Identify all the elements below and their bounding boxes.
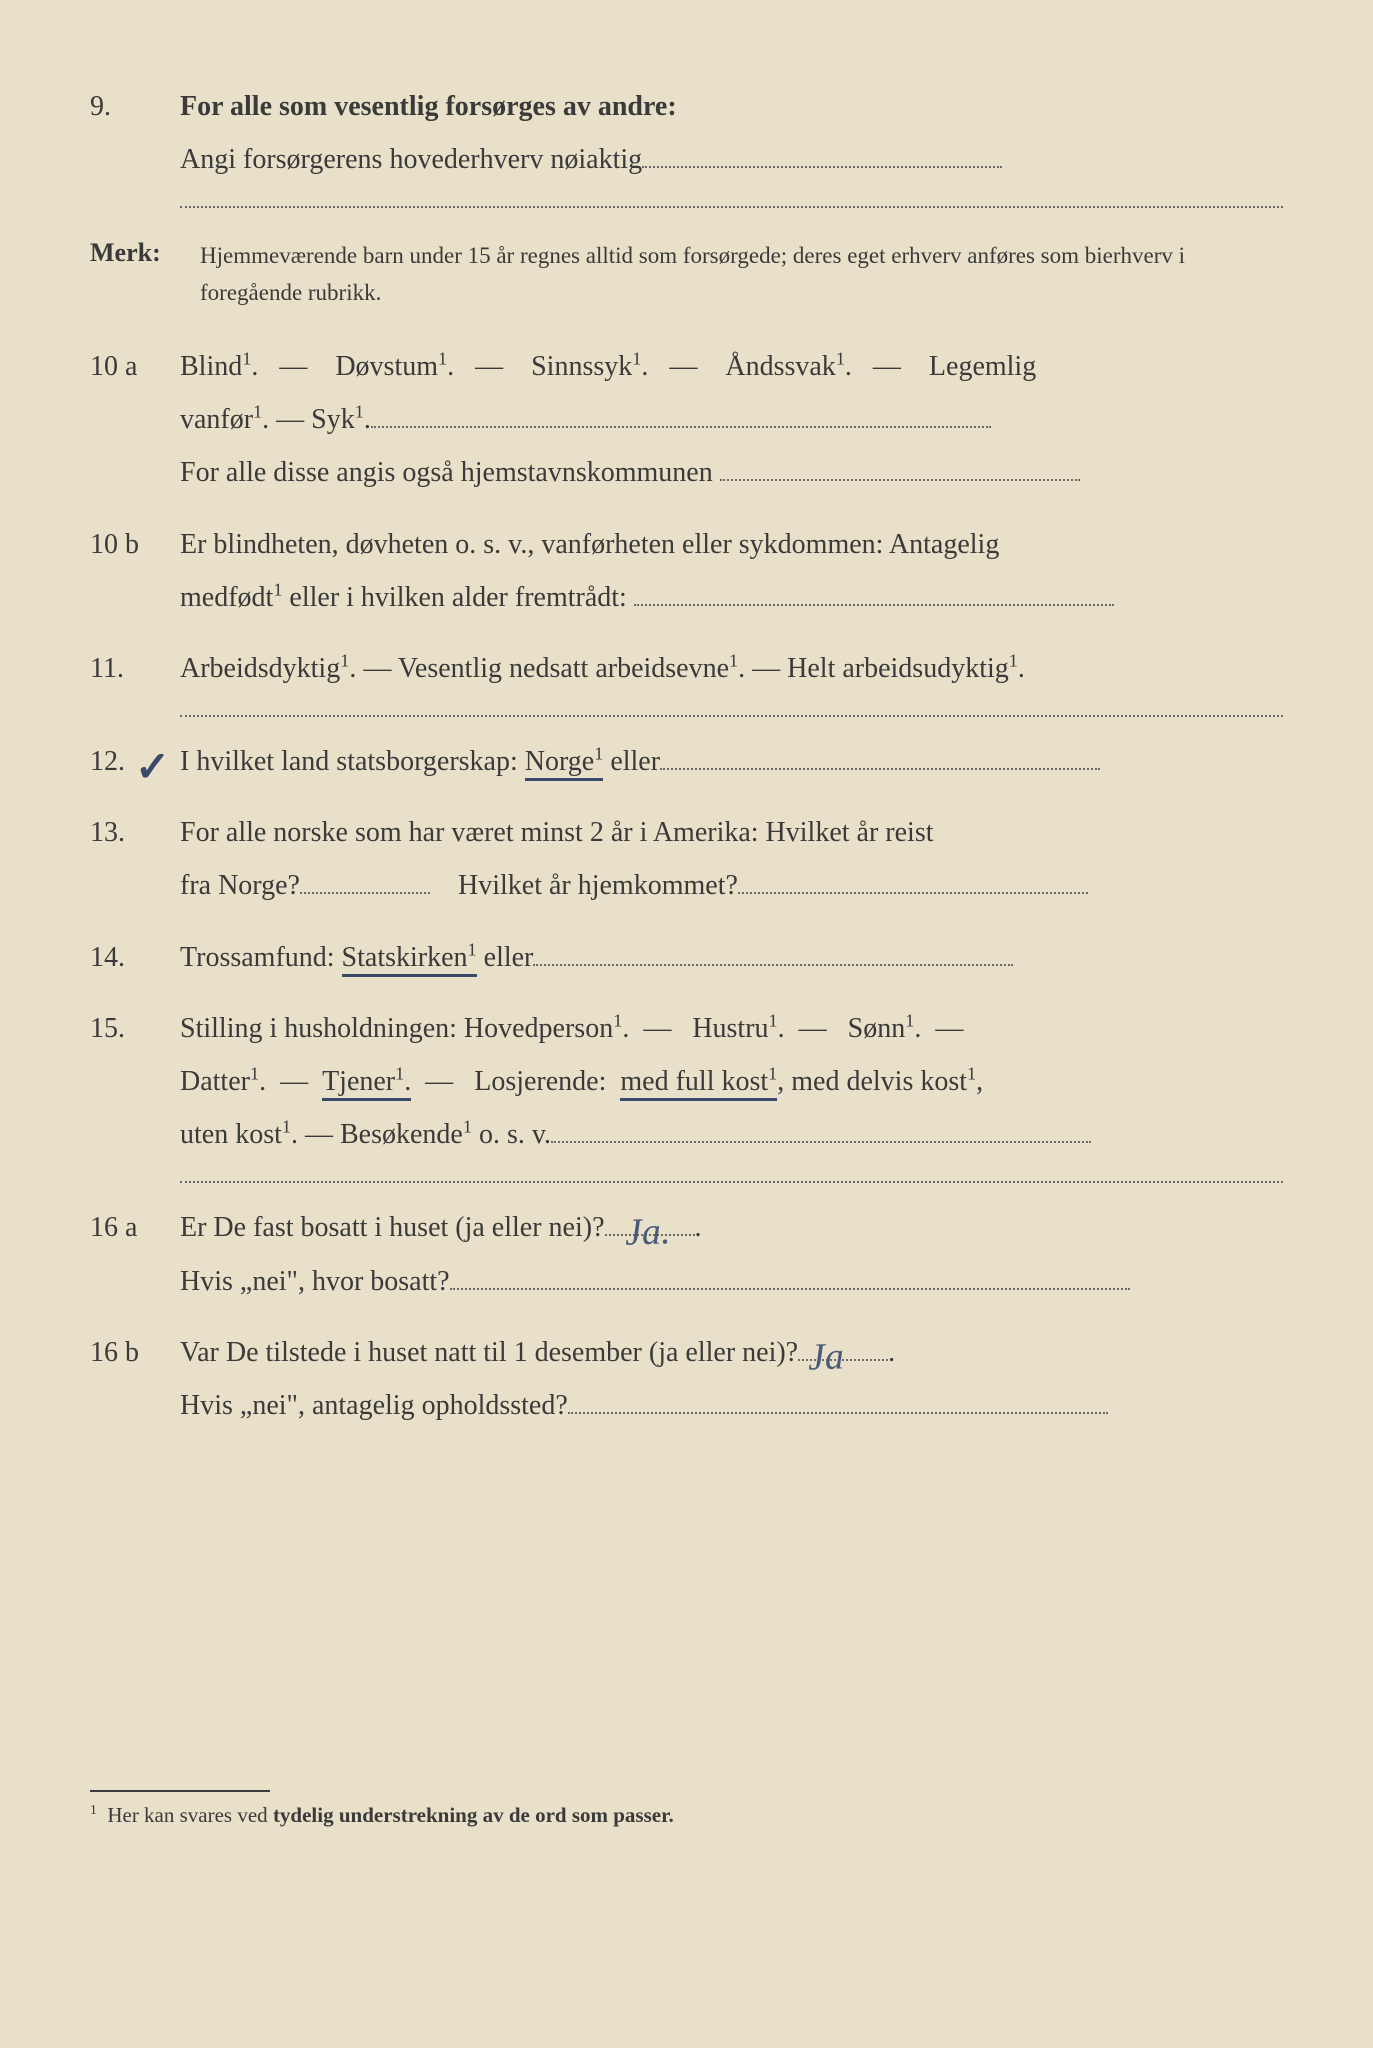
q15-delvis: med delvis kost — [791, 1066, 967, 1097]
q15-los: Losjerende: — [474, 1066, 606, 1097]
document-page: 9. For alle som vesentlig forsørges av a… — [0, 0, 1373, 2048]
question-10a: 10 a Blind1. — Døvstum1. — Sinnssyk1. — … — [90, 340, 1283, 500]
q13-number: 13. — [90, 806, 180, 912]
question-14: 14. Trossamfund: Statskirken1 eller — [90, 931, 1283, 984]
question-12: ✓ 12. I hvilket land statsborgerskap: No… — [90, 735, 1283, 788]
q12-t1: I hvilket land statsborgerskap: — [180, 746, 525, 777]
q13-l2a: fra Norge? — [180, 870, 300, 901]
q12-underlined: Norge — [525, 746, 594, 777]
q16a-answer: Ja. — [623, 1196, 671, 1270]
q12-checkmark: ✓ — [135, 729, 170, 809]
q10b-content: Er blindheten, døvheten o. s. v., vanfør… — [180, 518, 1283, 624]
question-16b: 16 b Var De tilstede i huset natt til 1 … — [90, 1326, 1283, 1432]
merk-label: Merk: — [90, 238, 200, 312]
q10a-number: 10 a — [90, 340, 180, 500]
q15-hustru: Hustru — [692, 1013, 768, 1044]
q15-osv: o. s. v. — [472, 1119, 551, 1150]
question-10b: 10 b Er blindheten, døvheten o. s. v., v… — [90, 518, 1283, 624]
q11-content: Arbeidsdyktig1. — Vesentlig nedsatt arbe… — [180, 642, 1283, 717]
q14-number: 14. — [90, 931, 180, 984]
q11-opt3: Helt arbeidsudyktig — [787, 653, 1009, 684]
q15-besok: Besøkende — [340, 1119, 463, 1150]
q16a-l1: Er De fast bosatt i huset (ja eller nei)… — [180, 1212, 605, 1243]
q16b-answer: Ja — [807, 1320, 845, 1393]
footnote-text-b: tydelig understrekning av de ord som pas… — [273, 1803, 674, 1827]
q11-opt1: Arbeidsdyktig — [180, 653, 340, 684]
q10b-l1: Er blindheten, døvheten o. s. v., vanfør… — [180, 529, 999, 560]
q14-t2: eller — [477, 942, 534, 973]
q15-medfull: med full kost — [620, 1066, 768, 1097]
q15-content: Stilling i husholdningen: Hovedperson1. … — [180, 1002, 1283, 1184]
q13-content: For alle norske som har været minst 2 år… — [180, 806, 1283, 912]
footnote-separator — [90, 1790, 270, 1792]
question-9: 9. For alle som vesentlig forsørges av a… — [90, 80, 1283, 208]
q10a-content: Blind1. — Døvstum1. — Sinnssyk1. — Åndss… — [180, 340, 1283, 500]
merk-note: Merk: Hjemmeværende barn under 15 år reg… — [90, 238, 1283, 312]
footnote-num: 1 — [90, 1802, 97, 1817]
q10a-opt3: Sinnssyk — [531, 351, 632, 382]
q14-underlined: Statskirken — [342, 942, 468, 973]
q13-l2b: Hvilket år hjemkommet? — [458, 870, 738, 901]
q15-datter: Datter — [180, 1066, 250, 1097]
q9-content: For alle som vesentlig forsørges av andr… — [180, 80, 1283, 208]
q10b-l2a: medfødt — [180, 582, 273, 613]
q10a-l2b: Syk — [311, 404, 355, 435]
q15-t1: Stilling i husholdningen: Hovedperson — [180, 1013, 613, 1044]
q9-number: 9. — [90, 80, 180, 208]
q10a-l3: For alle disse angis også hjemstavnskomm… — [180, 457, 713, 488]
q15-sonn: Sønn — [848, 1013, 906, 1044]
q13-l1: For alle norske som har været minst 2 år… — [180, 817, 934, 848]
q11-opt2: Vesentlig nedsatt arbeidsevne — [398, 653, 729, 684]
question-11: 11. Arbeidsdyktig1. — Vesentlig nedsatt … — [90, 642, 1283, 717]
q10a-opt4: Åndssvak — [725, 351, 835, 382]
q10b-number: 10 b — [90, 518, 180, 624]
footnote: 1 Her kan svares ved tydelig understrekn… — [90, 1802, 1283, 1828]
q10a-opt1: Blind — [180, 351, 242, 382]
q11-number: 11. — [90, 642, 180, 717]
footnote-text-a: Her kan svares ved — [107, 1803, 273, 1827]
q15-number: 15. — [90, 1002, 180, 1184]
q10a-opt2: Døvstum — [335, 351, 438, 382]
question-13: 13. For alle norske som har været minst … — [90, 806, 1283, 912]
q10a-l2a: vanfør — [180, 404, 253, 435]
q10b-l2b: eller i hvilken alder fremtrådt: — [282, 582, 626, 613]
q12-content: I hvilket land statsborgerskap: Norge1 e… — [180, 735, 1283, 788]
q16a-number: 16 a — [90, 1201, 180, 1307]
question-16a: 16 a Er De fast bosatt i huset (ja eller… — [90, 1201, 1283, 1307]
question-15: 15. Stilling i husholdningen: Hovedperso… — [90, 1002, 1283, 1184]
q16a-content: Er De fast bosatt i huset (ja eller nei)… — [180, 1201, 1283, 1307]
merk-text: Hjemmeværende barn under 15 år regnes al… — [200, 238, 1283, 312]
q16b-l1: Var De tilstede i huset natt til 1 desem… — [180, 1337, 798, 1368]
q15-uten: uten kost — [180, 1119, 282, 1150]
q15-tjener: Tjener — [322, 1066, 395, 1097]
q9-title: For alle som vesentlig forsørges av andr… — [180, 91, 677, 122]
q14-content: Trossamfund: Statskirken1 eller — [180, 931, 1283, 984]
q9-line2: Angi forsørgerens hovederhverv nøiaktig — [180, 144, 642, 175]
q16a-l2: Hvis „nei", hvor bosatt? — [180, 1266, 450, 1297]
q16b-content: Var De tilstede i huset natt til 1 desem… — [180, 1326, 1283, 1432]
q16b-l2: Hvis „nei", antagelig opholdssted? — [180, 1390, 568, 1421]
q12-t2: eller — [603, 746, 660, 777]
q10a-opt5: Legemlig — [929, 351, 1036, 382]
q16b-number: 16 b — [90, 1326, 180, 1432]
q14-t1: Trossamfund: — [180, 942, 342, 973]
